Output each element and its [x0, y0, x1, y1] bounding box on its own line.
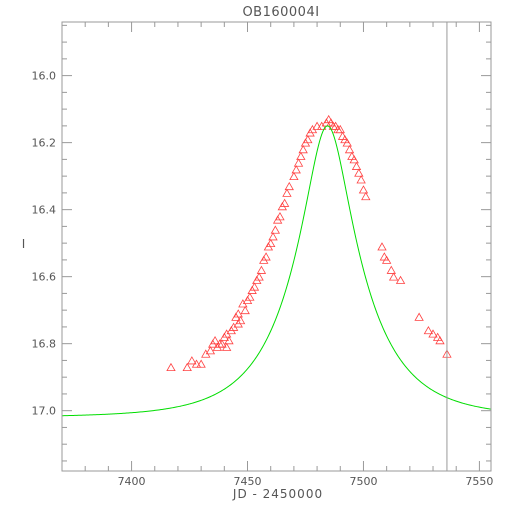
data-point — [187, 356, 197, 365]
data-point — [423, 325, 434, 335]
plot-frame — [61, 21, 492, 472]
data-point — [279, 198, 290, 207]
x-tick-label: 7450 — [234, 475, 262, 488]
data-point — [351, 161, 362, 170]
x-axis-label: JD - 2450000 — [232, 487, 323, 501]
data-point — [386, 265, 396, 274]
data-point — [298, 145, 308, 154]
data-point — [275, 212, 285, 221]
data-point — [254, 272, 264, 281]
model-curve — [61, 125, 492, 417]
data-point — [414, 312, 424, 321]
data-point — [205, 346, 216, 355]
data-point — [270, 225, 281, 234]
data-point — [166, 362, 176, 372]
data-point — [349, 155, 359, 164]
data-point — [395, 275, 406, 284]
y-axis-label: I — [22, 237, 27, 251]
model-curve-line — [61, 125, 492, 417]
x-tick-label: 7550 — [465, 475, 493, 488]
data-point — [224, 336, 234, 345]
data-point — [361, 191, 371, 201]
data-point — [388, 272, 399, 281]
data-point — [293, 158, 304, 167]
y-tick-label: 16.2 — [32, 137, 57, 150]
chart-title: OB160004I — [242, 5, 319, 20]
data-point — [210, 336, 220, 345]
data-point — [235, 315, 246, 325]
data-point — [358, 185, 369, 194]
data-point — [356, 175, 366, 184]
data-point — [291, 165, 301, 174]
y-tick-label: 17.0 — [32, 405, 57, 418]
data-point — [282, 188, 292, 197]
data-point — [182, 362, 192, 372]
data-point — [191, 359, 202, 368]
data-point — [233, 309, 243, 318]
x-tick-label: 7500 — [349, 475, 377, 488]
data-points — [166, 114, 452, 372]
data-point — [261, 252, 271, 261]
data-point — [217, 339, 227, 348]
data-point — [354, 168, 364, 177]
data-point — [268, 232, 278, 241]
y-tick-label: 16.8 — [32, 338, 57, 351]
data-point — [435, 336, 445, 345]
data-point — [245, 292, 255, 301]
y-tick-label: 16.4 — [32, 204, 57, 217]
data-point — [249, 282, 260, 291]
data-point — [240, 305, 250, 315]
data-point — [256, 265, 267, 274]
data-point — [342, 138, 352, 147]
x-axis-ticks: 7400 7450 7500 7550 — [84, 22, 493, 488]
y-tick-label: 16.6 — [32, 271, 57, 284]
data-point — [284, 181, 294, 191]
x-tick-label: 7400 — [118, 475, 146, 488]
data-point — [428, 329, 438, 338]
data-point — [377, 242, 387, 251]
y-axis-ticks: 16.0 16.2 16.4 16.6 16.8 17.0 — [32, 24, 491, 462]
data-point — [335, 124, 345, 134]
y-tick-label: 16.0 — [32, 70, 57, 83]
data-point — [221, 342, 232, 351]
data-point — [312, 121, 322, 130]
data-point — [196, 359, 206, 368]
data-point — [296, 151, 306, 160]
data-point — [344, 145, 355, 154]
data-point — [303, 134, 313, 144]
data-point — [381, 255, 392, 264]
data-point — [266, 238, 276, 248]
data-point — [289, 171, 299, 181]
